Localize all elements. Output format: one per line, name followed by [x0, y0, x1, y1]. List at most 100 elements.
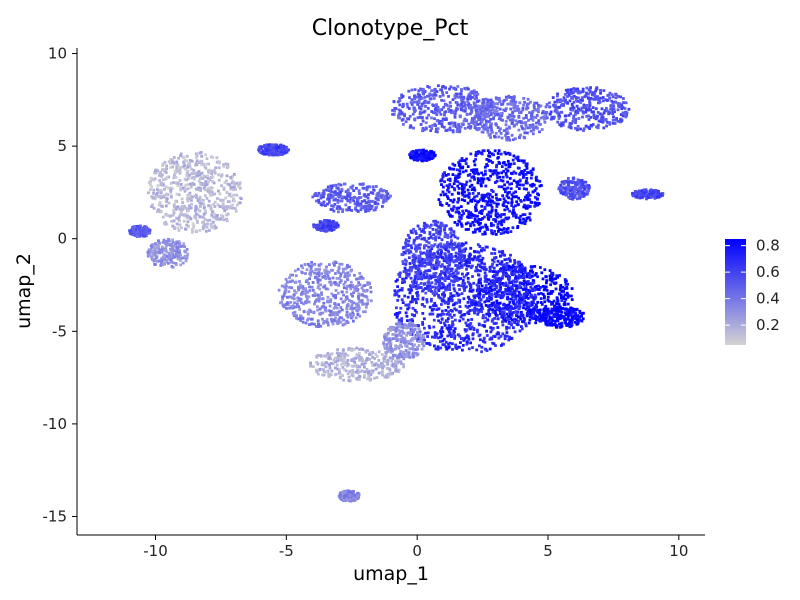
cell-point [494, 208, 498, 212]
cell-point [595, 116, 599, 119]
cell-point [458, 288, 461, 291]
cell-point [481, 130, 485, 134]
cell-point [479, 269, 482, 273]
cell-point [564, 98, 567, 102]
cell-point [534, 314, 538, 318]
cell-point [198, 209, 202, 213]
cell-point [587, 114, 590, 118]
cell-point [535, 101, 539, 105]
cell-point [446, 334, 450, 338]
cell-point [438, 110, 441, 114]
cell-point [580, 319, 584, 323]
cell-point [451, 275, 455, 279]
cell-point [543, 295, 546, 298]
cell-point [365, 185, 369, 189]
cell-point [448, 282, 452, 286]
cell-point [511, 210, 515, 214]
cell-point [391, 109, 394, 112]
cell-point [558, 310, 562, 313]
data-points [128, 84, 665, 503]
cell-point [486, 130, 490, 134]
cell-point [524, 324, 528, 328]
cell-point [478, 115, 482, 119]
cell-point [483, 230, 487, 234]
cell-point [528, 282, 532, 286]
cell-point [591, 123, 595, 126]
cell-point [493, 105, 497, 109]
cell-point [502, 318, 506, 322]
cell-point [488, 120, 491, 123]
cell-point [505, 205, 508, 208]
cell-point [494, 214, 498, 218]
cell-point [407, 303, 411, 306]
cell-point [526, 216, 530, 220]
cell-point [492, 223, 495, 227]
cell-point [501, 263, 505, 267]
cell-point [586, 192, 589, 196]
cell-point [157, 208, 160, 212]
cell-point [459, 95, 463, 99]
cell-point [524, 322, 527, 326]
cell-point [497, 198, 500, 202]
cell-point [415, 149, 419, 153]
cell-point [476, 250, 479, 254]
cell-point [448, 341, 452, 345]
cell-point [529, 200, 533, 204]
cell-point [478, 245, 482, 248]
cell-point [570, 298, 574, 301]
cell-point [474, 228, 477, 232]
cell-point [544, 322, 548, 326]
cell-point [446, 346, 450, 350]
cell-point [379, 195, 383, 198]
cell-point [522, 279, 526, 283]
cell-point [564, 317, 568, 321]
cell-point [163, 160, 167, 164]
cell-point [463, 199, 467, 202]
cell-point [503, 258, 507, 262]
cell-point [484, 124, 488, 128]
cell-point [175, 207, 178, 211]
cell-point [384, 195, 387, 199]
cell-point [389, 194, 392, 198]
cell-point [587, 96, 590, 100]
cell-point [523, 292, 527, 296]
cell-point [509, 162, 513, 166]
cell-point [458, 127, 461, 130]
cell-point [569, 193, 572, 196]
cell-point [550, 310, 554, 314]
cell-point [577, 117, 581, 120]
cell-point [587, 106, 591, 109]
cell-point [417, 272, 420, 276]
cell-point [452, 271, 455, 275]
cell-point [428, 326, 432, 330]
cell-point [476, 110, 480, 114]
cell-point [496, 176, 500, 180]
cell-point [571, 197, 575, 201]
cell-point [523, 203, 526, 207]
cell-point [563, 300, 567, 304]
cell-point [584, 184, 588, 188]
cell-point [393, 289, 397, 293]
cell-point [397, 116, 400, 120]
cell-point [426, 259, 430, 262]
cell-point [474, 203, 478, 207]
cell-point [453, 188, 457, 192]
cell-point [201, 215, 205, 219]
cell-point [496, 259, 500, 263]
cell-point [457, 210, 460, 214]
cell-point [194, 156, 198, 160]
cell-point [491, 270, 495, 273]
cell-point [459, 108, 463, 112]
cell-point [486, 177, 490, 180]
cell-point [447, 274, 451, 278]
cell-point [396, 100, 400, 104]
cell-point [557, 302, 561, 306]
cell-point [430, 281, 434, 285]
cell-point [358, 204, 362, 208]
cell-point [522, 103, 525, 107]
cell-point [567, 94, 571, 97]
cell-point [485, 334, 489, 337]
cell-point [495, 106, 499, 110]
cell-point [558, 325, 562, 329]
cell-point [537, 284, 540, 288]
